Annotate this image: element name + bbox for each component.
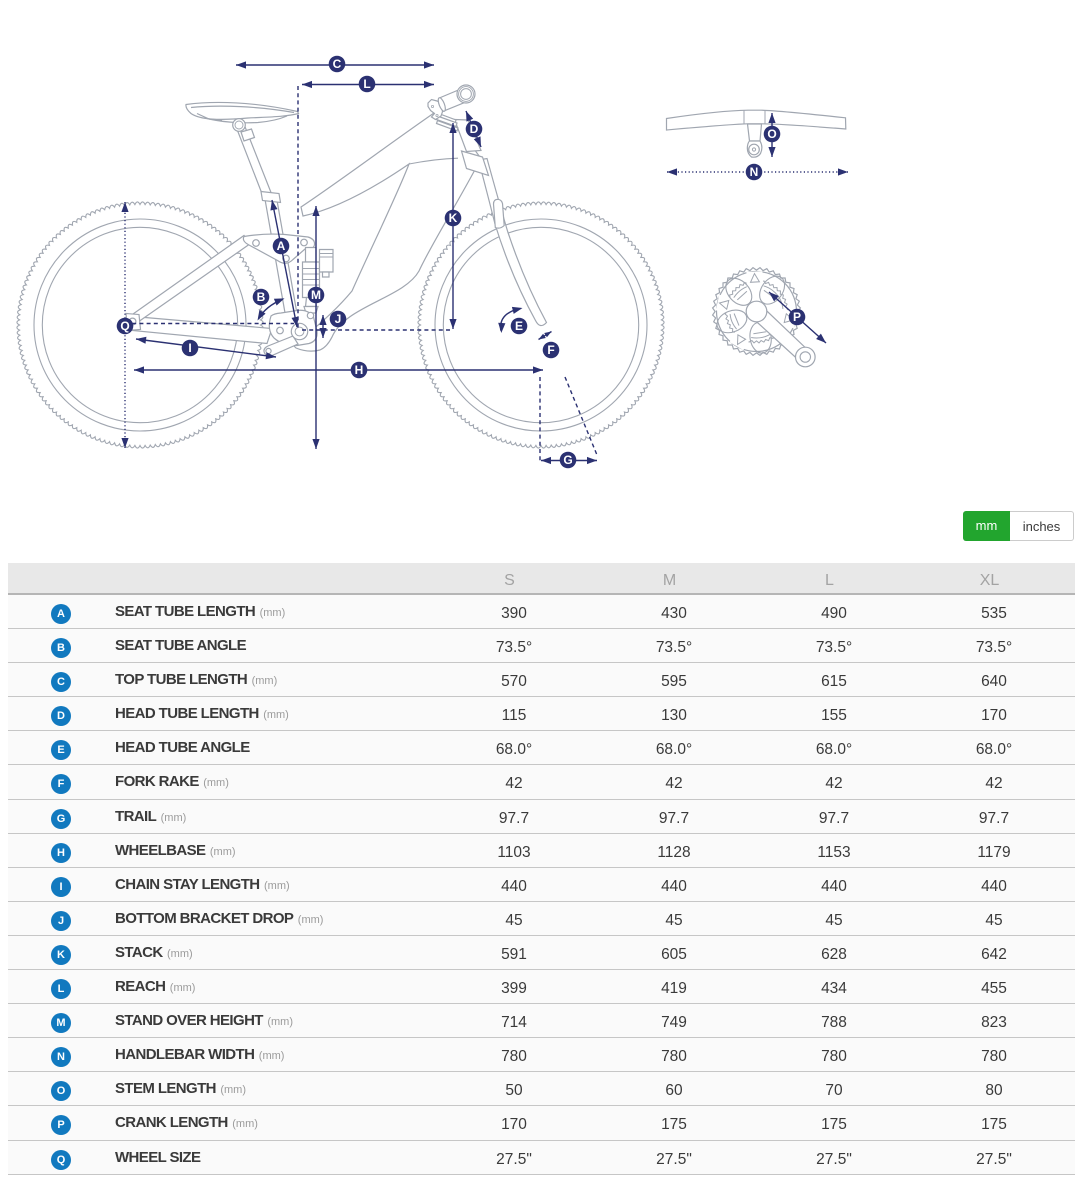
svg-text:I: I [188, 341, 191, 355]
svg-text:E: E [515, 319, 523, 333]
svg-text:Q: Q [120, 319, 129, 333]
svg-text:M: M [311, 288, 321, 302]
svg-text:H: H [355, 363, 364, 377]
svg-text:P: P [793, 310, 801, 324]
svg-text:K: K [449, 211, 458, 225]
svg-text:O: O [767, 127, 776, 141]
svg-text:N: N [750, 165, 759, 179]
svg-text:C: C [333, 57, 342, 71]
svg-text:G: G [563, 453, 572, 467]
svg-text:L: L [363, 77, 370, 91]
svg-text:D: D [470, 122, 479, 136]
svg-text:J: J [335, 312, 342, 326]
svg-text:F: F [547, 343, 554, 357]
svg-text:A: A [277, 239, 286, 253]
svg-text:B: B [257, 290, 266, 304]
